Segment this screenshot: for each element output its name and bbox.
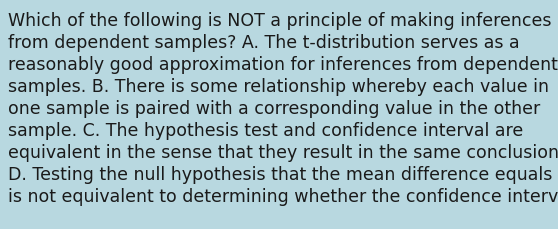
Text: D. Testing the null hypothesis that the mean difference equals 0: D. Testing the null hypothesis that the … <box>8 165 558 183</box>
Text: is not equivalent to determining whether the confidence interval: is not equivalent to determining whether… <box>8 187 558 205</box>
Text: one sample is paired with a corresponding value in the other: one sample is paired with a correspondin… <box>8 100 540 117</box>
Text: from dependent samples? A. The t-distribution serves as a: from dependent samples? A. The t-distrib… <box>8 34 519 52</box>
Text: samples. B. There is some relationship whereby each value in: samples. B. There is some relationship w… <box>8 78 549 95</box>
Text: reasonably good approximation for inferences from dependent: reasonably good approximation for infere… <box>8 56 558 74</box>
Text: sample. C. The hypothesis test and confidence interval are: sample. C. The hypothesis test and confi… <box>8 121 523 139</box>
Text: equivalent in the sense that they result in the same conclusion.: equivalent in the sense that they result… <box>8 143 558 161</box>
Text: Which of the following is NOT a principle of making inferences: Which of the following is NOT a principl… <box>8 12 551 30</box>
